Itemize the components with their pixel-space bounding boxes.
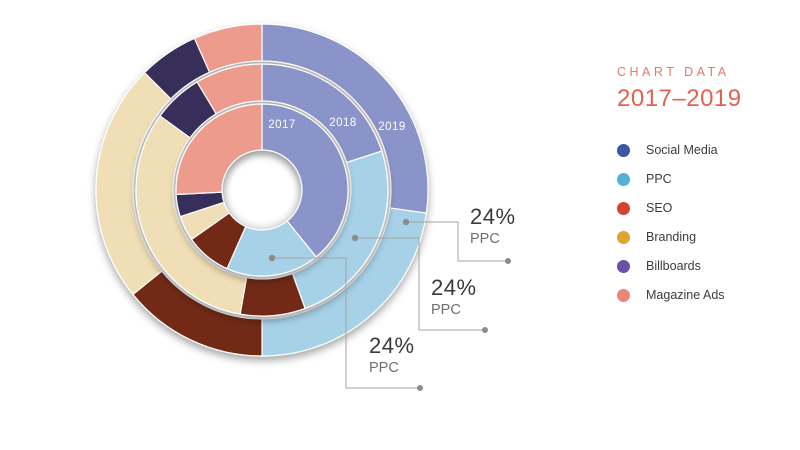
callout-leader-line-2018	[355, 237, 485, 331]
segment-2017-magazine-ads	[175, 103, 263, 196]
callout-dot	[268, 254, 276, 262]
callout-label: PPC	[470, 231, 500, 247]
callout-dot	[417, 385, 423, 391]
legend-color-dot	[617, 259, 630, 273]
ring-2019	[95, 23, 429, 357]
callout-2017-ppc: 24% PPC	[369, 335, 415, 376]
legend-item-label: Branding	[646, 230, 697, 245]
segment-2019-magazine-ads	[193, 23, 263, 73]
legend-item-label: Social Media	[646, 143, 718, 158]
legend-item-label: PPC	[646, 172, 672, 187]
legend-color-dot	[617, 201, 630, 215]
segment-2018-branding	[135, 115, 248, 315]
callout-label: PPC	[431, 302, 461, 318]
panel-range: 2017–2019	[617, 84, 742, 112]
legend-color-dot	[617, 288, 630, 302]
callout-dot	[402, 218, 410, 226]
ring-year-label-2018: 2018	[329, 117, 357, 129]
callout-dot	[351, 234, 359, 242]
callout-value: 24%	[369, 333, 415, 358]
legend-item-label: Billboards	[646, 259, 701, 274]
legend-item-social-media: Social Media	[617, 143, 787, 158]
callout-leader-line-2019	[406, 221, 508, 262]
legend-item-ppc: PPC	[617, 172, 787, 187]
legend-color-dot	[617, 230, 630, 244]
callout-label: PPC	[369, 360, 399, 376]
panel-kicker: CHART DATA	[617, 65, 730, 79]
segment-2018-seo	[239, 273, 306, 317]
legend-color-dot	[617, 143, 630, 157]
legend-panel: CHART DATA 2017–2019 Social Media PPC SEO B…	[617, 66, 787, 303]
ring-2017	[175, 103, 349, 277]
callout-value: 24%	[470, 204, 516, 229]
legend-list: Social Media PPC SEO Branding Billboards Maga…	[617, 143, 787, 303]
callout-dot	[482, 327, 488, 333]
callout-leader-line-2017	[272, 257, 420, 389]
donut-hole	[219, 147, 305, 233]
segment-2018-magazine-ads	[196, 63, 263, 115]
legend-item-magazine-ads: Magazine Ads	[617, 288, 787, 303]
callout-dot	[505, 258, 511, 264]
legend-item-label: Magazine Ads	[646, 288, 725, 303]
donut-chart: 2017 2018 2019	[95, 23, 511, 391]
ring-year-label-2017: 2017	[268, 119, 296, 131]
callout-2019-ppc: 24% PPC	[470, 206, 516, 247]
callout-value: 24%	[431, 275, 477, 300]
legend-item-billboards: Billboards	[617, 259, 787, 274]
legend-item-label: SEO	[646, 201, 673, 216]
ring-2018	[135, 63, 389, 317]
segment-2017-social-media	[261, 103, 349, 258]
legend-item-branding: Branding	[617, 230, 787, 245]
callout-2018-ppc: 24% PPC	[431, 277, 477, 318]
legend-color-dot	[617, 172, 630, 186]
legend-item-seo: SEO	[617, 201, 787, 216]
ring-year-label-2019: 2019	[378, 121, 406, 133]
